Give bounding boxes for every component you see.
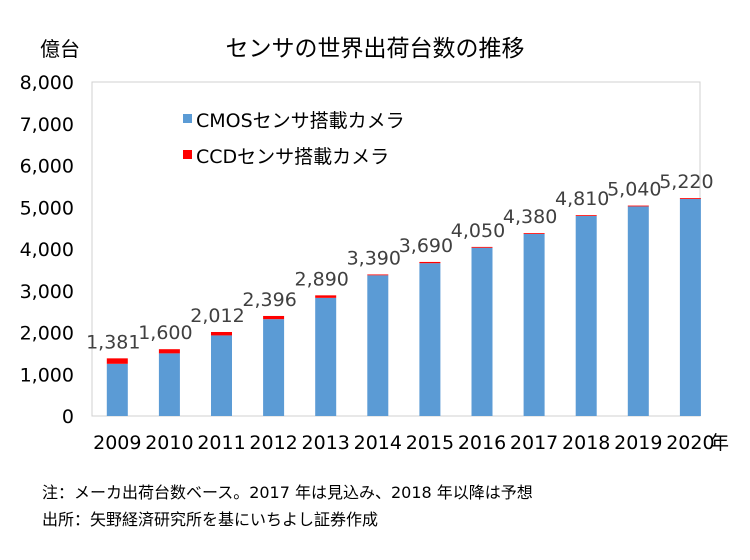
total-label: 3,690 bbox=[399, 235, 453, 257]
y-tick-label: 1,000 bbox=[20, 364, 74, 386]
x-tick-label: 2009 bbox=[93, 432, 141, 454]
bar-cmos bbox=[315, 298, 336, 416]
y-tick-label: 3,000 bbox=[20, 281, 74, 303]
x-tick-label: 2015 bbox=[406, 432, 454, 454]
total-label: 4,380 bbox=[503, 206, 557, 228]
bar-ccd bbox=[367, 274, 388, 275]
x-tick-label: 2020 bbox=[666, 432, 714, 454]
bar-cmos bbox=[107, 364, 128, 416]
bar-cmos bbox=[680, 199, 701, 416]
legend-label-ccd: CCDセンサ搭載カメラ bbox=[196, 146, 389, 168]
total-label: 2,396 bbox=[242, 289, 296, 311]
x-tick-label: 2016 bbox=[458, 432, 506, 454]
total-label: 4,810 bbox=[555, 188, 609, 210]
bar-ccd bbox=[419, 262, 440, 263]
legend-swatch-ccd bbox=[183, 150, 192, 159]
y-tick-label: 4,000 bbox=[20, 239, 74, 261]
bar-cmos bbox=[419, 263, 440, 416]
bar-ccd bbox=[628, 206, 649, 207]
total-label: 5,040 bbox=[607, 179, 661, 201]
x-tick-label: 2014 bbox=[354, 432, 402, 454]
bar-cmos bbox=[628, 206, 649, 416]
total-label: 1,600 bbox=[138, 322, 192, 344]
bar-cmos bbox=[576, 216, 597, 416]
y-axis-ticks: 0 1,000 2,000 3,000 4,000 5,000 6,000 7,000 8,00… bbox=[20, 72, 74, 428]
y-tick-label: 6,000 bbox=[20, 156, 74, 178]
x-tick-label: 2010 bbox=[145, 432, 193, 454]
bar-cmos bbox=[367, 275, 388, 416]
bar-cmos bbox=[472, 248, 493, 416]
bar-ccd bbox=[524, 233, 545, 234]
y-tick-label: 8,000 bbox=[20, 72, 74, 94]
legend-swatch-cmos bbox=[183, 114, 192, 123]
y-tick-label: 5,000 bbox=[20, 197, 74, 219]
bar-ccd bbox=[472, 247, 493, 248]
total-label: 1,381 bbox=[86, 331, 140, 353]
bar-cmos bbox=[211, 335, 232, 416]
x-tick-label: 2018 bbox=[562, 432, 610, 454]
chart-title: センサの世界出荷台数の推移 bbox=[226, 36, 525, 62]
chart: センサの世界出荷台数の推移 億台 0 1,000 2,000 3,000 4,000 5,… bbox=[0, 0, 750, 560]
x-axis-ticks: 2009 2010 2011 2012 2013 2014 2015 2016 2017 2018… bbox=[93, 432, 714, 454]
bar-cmos bbox=[263, 319, 284, 416]
x-tick-label: 2013 bbox=[302, 432, 350, 454]
total-label: 4,050 bbox=[451, 220, 505, 242]
total-label: 2,012 bbox=[190, 305, 244, 327]
total-label: 2,890 bbox=[294, 268, 348, 290]
total-label: 5,220 bbox=[659, 171, 713, 193]
y-tick-label: 0 bbox=[62, 406, 74, 428]
x-axis-unit-label: 年 bbox=[710, 432, 729, 454]
legend-label-cmos: CMOSセンサ搭載カメラ bbox=[196, 110, 405, 132]
total-label: 3,390 bbox=[347, 247, 401, 269]
x-tick-label: 2011 bbox=[197, 432, 245, 454]
bar-ccd bbox=[211, 332, 232, 335]
x-tick-label: 2017 bbox=[510, 432, 558, 454]
bar-ccd bbox=[680, 198, 701, 199]
y-tick-label: 7,000 bbox=[20, 114, 74, 136]
y-axis-unit-label: 億台 bbox=[40, 37, 80, 61]
bar-ccd bbox=[576, 215, 597, 216]
bar-ccd bbox=[107, 358, 128, 363]
y-tick-label: 2,000 bbox=[20, 323, 74, 345]
x-tick-label: 2012 bbox=[249, 432, 297, 454]
footnote: 注：メーカ出荷台数ベース。2017 年は見込み、2018 年以降は予想 bbox=[42, 479, 533, 503]
bar-ccd bbox=[315, 295, 336, 298]
bar-ccd bbox=[159, 349, 180, 353]
bar-ccd bbox=[263, 316, 284, 319]
x-tick-label: 2019 bbox=[614, 432, 662, 454]
source-note: 出所：矢野経済研究所を基にいちよし証券作成 bbox=[42, 506, 378, 530]
bar-cmos bbox=[524, 234, 545, 416]
legend: CMOSセンサ搭載カメラ CCDセンサ搭載カメラ bbox=[183, 110, 405, 168]
total-labels: 1,3811,6002,0122,3962,8903,3903,6904,050… bbox=[86, 171, 714, 353]
bar-cmos bbox=[159, 353, 180, 416]
